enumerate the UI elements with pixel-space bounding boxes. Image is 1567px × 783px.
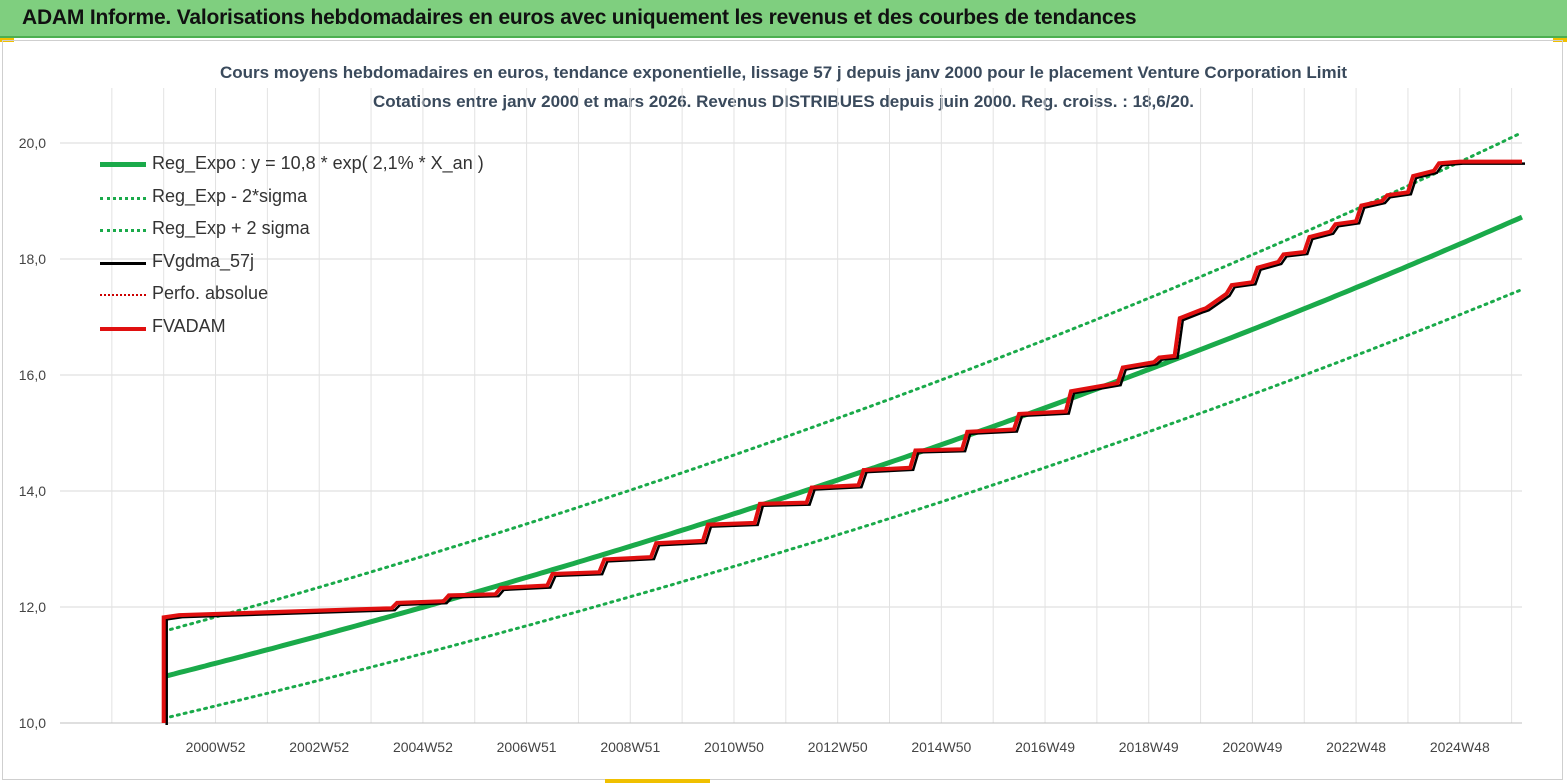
- legend-swatch-reg-exp-minus: [100, 196, 146, 200]
- x-tick-label: 2014W50: [911, 739, 971, 755]
- x-tick-label: 2012W50: [808, 739, 868, 755]
- chart-title: Cours moyens hebdomadaires en euros, ten…: [219, 63, 1348, 82]
- legend-swatch-reg-exp-plus: [100, 229, 146, 232]
- legend-swatch-fvgdma: [100, 261, 146, 265]
- y-tick-label: 10,0: [19, 715, 46, 731]
- y-tick-label: 16,0: [19, 367, 46, 383]
- legend-swatch-fvadam: [100, 326, 146, 331]
- x-tick-label: 2008W51: [600, 739, 660, 755]
- x-tick-label: 2010W50: [704, 739, 764, 755]
- series-fvgdma-line: [165, 162, 1525, 725]
- legend-label-perfo: Perfo. absolue: [152, 283, 269, 303]
- series-perfo-line: [163, 161, 1522, 723]
- bottom-accent: [605, 779, 710, 783]
- legend-swatch-perfo: [100, 294, 146, 296]
- chart-frame: [2, 40, 1563, 780]
- y-tick-label: 20,0: [19, 135, 46, 151]
- series-reg-exp-plus-line: [162, 131, 1524, 633]
- y-tick-label: 12,0: [19, 599, 46, 615]
- legend-label-reg-exp-plus: Reg_Exp + 2 sigma: [152, 218, 310, 238]
- legend-swatch-reg-expo: [100, 162, 146, 167]
- x-tick-label: 2006W51: [497, 739, 557, 755]
- series-reg-expo-line: [163, 214, 1524, 680]
- series-fvadam-line: [161, 159, 1522, 723]
- x-tick-label: 2002W52: [289, 739, 349, 755]
- legend-label-fvgdma: FVgdma_57j: [152, 250, 255, 271]
- y-tick-label: 18,0: [19, 251, 46, 267]
- report-title: ADAM Informe. Valorisations hebdomadaire…: [22, 6, 1137, 29]
- x-tick-label: 2020W49: [1222, 739, 1282, 755]
- x-tick-label: 2016W49: [1015, 739, 1075, 755]
- legend-label-fvadam: FVADAM: [152, 315, 226, 336]
- y-tick-label: 14,0: [19, 483, 46, 499]
- series-reg-exp-minus-line: [162, 288, 1524, 720]
- x-tick-label: 2004W52: [393, 739, 453, 755]
- x-tick-label: 2024W48: [1430, 739, 1490, 755]
- x-tick-label: 2000W52: [186, 739, 246, 755]
- header-bar: ADAM Informe. Valorisations hebdomadaire…: [0, 0, 1567, 38]
- x-tick-label: 2022W48: [1326, 739, 1386, 755]
- legend-label-reg-expo: Reg_Expo : y = 10,8 * exp( 2,1% * X_an ): [152, 153, 484, 173]
- legend-label-reg-exp-minus: Reg_Exp - 2*sigma: [152, 185, 308, 206]
- x-tick-label: 2018W49: [1119, 739, 1179, 755]
